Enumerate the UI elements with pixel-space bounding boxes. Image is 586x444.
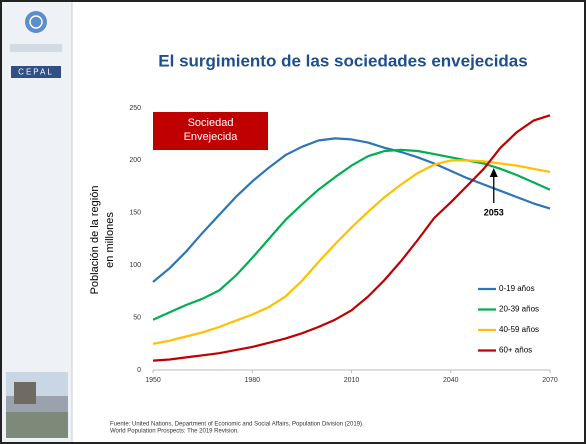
x-tick-label: 2010 xyxy=(344,377,360,384)
legend-label: 40-59 años xyxy=(499,325,539,334)
y-tick-label: 250 xyxy=(129,105,141,112)
legend-label: 0-19 años xyxy=(499,284,535,293)
cepal-logo-text: CEPAL xyxy=(18,68,54,77)
chart-title: El surgimiento de las sociedades envejec… xyxy=(158,51,527,70)
y-tick-label: 50 xyxy=(133,314,141,321)
y-axis-label: Población de la región xyxy=(89,186,101,295)
photo-ground xyxy=(6,412,68,438)
x-tick-label: 2070 xyxy=(542,377,558,384)
annotation-text: Sociedad xyxy=(188,117,234,129)
photo-building xyxy=(14,382,36,404)
slide: CEPAL El surgimiento de las sociedades e… xyxy=(0,0,586,444)
legend-label: 60+ años xyxy=(499,346,532,355)
un-logo xyxy=(25,11,47,33)
y-tick-label: 0 xyxy=(137,367,141,374)
y-axis-label: en millones xyxy=(104,212,116,268)
source-note: World Population Prospects: The 2019 Rev… xyxy=(110,429,239,435)
annotation-text: Envejecida xyxy=(184,131,239,143)
logo-band xyxy=(10,44,62,52)
x-tick-label: 1950 xyxy=(145,377,161,384)
crossover-label: 2053 xyxy=(484,207,504,217)
y-tick-label: 150 xyxy=(129,210,141,217)
legend-label: 20-39 años xyxy=(499,305,539,314)
y-tick-label: 100 xyxy=(129,262,141,269)
x-tick-label: 2040 xyxy=(443,377,459,384)
y-tick-label: 200 xyxy=(129,157,141,164)
source-note: Fuente: United Nations, Department of Ec… xyxy=(110,422,364,428)
x-tick-label: 1980 xyxy=(244,377,260,384)
